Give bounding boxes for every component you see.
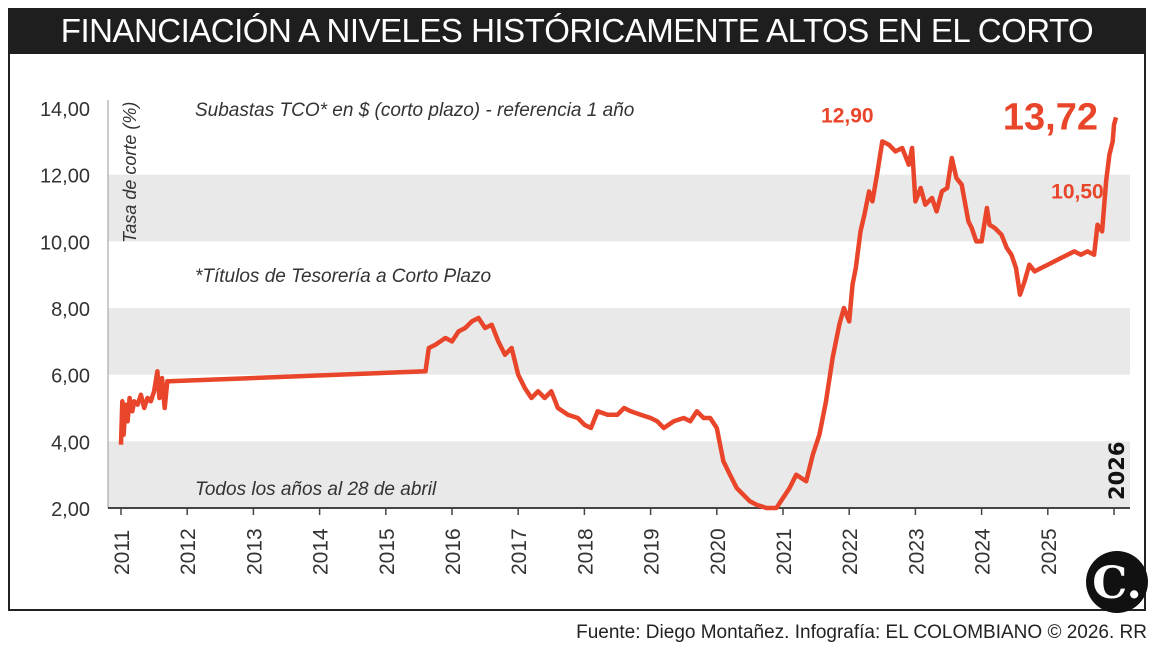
- x-tick-label: 2025: [1038, 528, 1061, 575]
- footnote: *Títulos de Tesorería a Corto Plazo: [195, 266, 491, 287]
- x-tick-label: 2015: [376, 528, 399, 575]
- x-last-label: 2026: [1105, 442, 1129, 500]
- x-tick-label: 2024: [972, 528, 995, 575]
- chart-frame: [8, 54, 1146, 611]
- logo-letter: C.: [1092, 558, 1142, 609]
- y-tick-label: 12,00: [40, 166, 90, 188]
- y-tick-label: 14,00: [40, 99, 90, 121]
- grid-band: [108, 174, 1130, 242]
- x-tick-label: 2023: [905, 528, 928, 575]
- x-tick-label: 2012: [177, 528, 200, 575]
- y-tick-label: 4,00: [51, 432, 90, 454]
- source-credit: Fuente: Diego Montañez. Infografía: EL C…: [576, 622, 1147, 643]
- chart-subtitle: Subastas TCO* en $ (corto plazo) - refer…: [195, 100, 634, 121]
- x-tick-label: 2019: [641, 528, 664, 575]
- data-label: 12,90: [821, 105, 874, 128]
- y-tick-label: 10,00: [40, 232, 90, 254]
- y-axis-label: Tasa de corte (%): [120, 102, 140, 243]
- chart-title-banner: FINANCIACIÓN A NIVELES HISTÓRICAMENTE AL…: [8, 8, 1146, 95]
- series-line: [118, 116, 1119, 511]
- x-tick-label: 2013: [243, 528, 266, 575]
- grid-band: [108, 308, 1130, 375]
- logo: C.: [1086, 551, 1148, 613]
- y-tick-label: 8,00: [51, 299, 90, 321]
- x-tick-label: 2017: [508, 528, 531, 575]
- x-tick-label: 2020: [707, 528, 730, 575]
- date-note: Todos los años al 28 de abril: [195, 479, 437, 500]
- x-tick-label: 2011: [111, 530, 134, 575]
- y-tick-label: 6,00: [51, 366, 90, 388]
- x-tick-label: 2021: [773, 528, 796, 575]
- y-tick-label: 2,00: [51, 499, 90, 521]
- x-tick-label: 2022: [839, 528, 862, 575]
- x-tick-label: 2018: [574, 528, 597, 575]
- data-label: 10,50: [1051, 181, 1104, 204]
- x-tick-label: 2014: [310, 528, 333, 575]
- data-label: 13,72: [1003, 96, 1098, 138]
- x-tick-label: 2016: [442, 528, 465, 575]
- grid-band: [108, 441, 1130, 508]
